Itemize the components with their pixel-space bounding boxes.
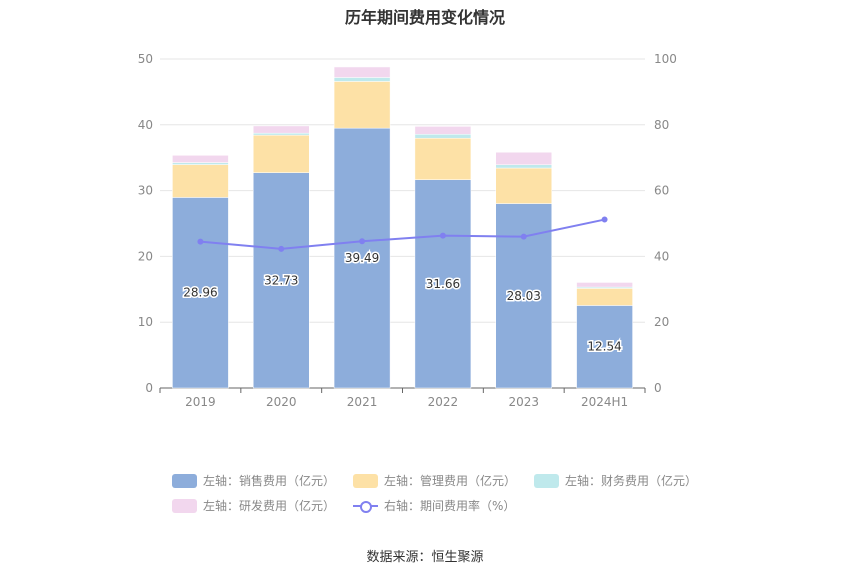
x-tick-label: 2023	[508, 395, 539, 409]
y-left-tick-label: 30	[138, 184, 153, 198]
line-point	[278, 245, 285, 252]
legend-label-expense-ratio: 右轴：期间费用率（%）	[384, 499, 516, 513]
legend-swatch-admin	[353, 473, 379, 488]
bar-segment	[495, 167, 552, 204]
y-right-tick-label: 20	[654, 315, 669, 329]
bar-segment	[495, 164, 552, 169]
x-tick-label: 2021	[347, 395, 378, 409]
legend-swatch-sales	[172, 473, 197, 488]
legend: 左轴：销售费用（亿元） 左轴：管理费用（亿元） 左轴：财务费用（亿元） 左轴：研…	[172, 472, 697, 522]
x-tick-label: 2022	[428, 395, 459, 409]
bar-segment	[172, 164, 229, 198]
line-series	[200, 218, 605, 250]
line-point	[520, 233, 527, 240]
bar-segment	[576, 282, 633, 288]
y-right-tick-label: 100	[654, 52, 677, 66]
bar-segment	[253, 132, 310, 136]
bar-segment	[414, 134, 472, 139]
y-right-tick-label: 60	[654, 184, 669, 198]
legend-item-expense-ratio[interactable]: 右轴：期间费用率（%）	[353, 497, 515, 514]
bar-value-label: 28.96	[183, 286, 217, 300]
line-point	[601, 216, 608, 223]
bar-segment	[333, 81, 391, 129]
y-left-tick-label: 20	[138, 249, 153, 263]
bar-segment	[333, 66, 391, 78]
y-right-tick-label: 40	[654, 249, 669, 263]
bar-segment	[414, 126, 472, 135]
y-right-tick-label: 0	[654, 381, 662, 395]
chart-plot: 0 10 20 30 40 50 0 20 40 60 80 100 2019 28.96 2020 32.7…	[138, 52, 677, 409]
y-left-tick-label: 50	[138, 52, 153, 66]
legend-label-admin: 左轴：管理费用（亿元）	[384, 474, 517, 488]
x-tick-label: 2019	[185, 395, 216, 409]
bar-segment	[414, 179, 472, 389]
bar-value-label: 39.49	[345, 251, 379, 265]
legend-item-admin[interactable]: 左轴：管理费用（亿元）	[353, 472, 516, 489]
chart-title: 历年期间费用变化情况	[344, 8, 505, 27]
bar-segment	[172, 155, 229, 163]
legend-item-sales[interactable]: 左轴：销售费用（亿元）	[172, 472, 335, 489]
line-point	[359, 238, 366, 245]
bar-segment	[576, 305, 633, 389]
bar-segment	[253, 125, 310, 134]
bar-segment	[414, 137, 472, 180]
x-tick-label: 2024H1	[581, 395, 628, 409]
y-left-tick-label: 40	[138, 118, 153, 132]
legend-swatch-rnd	[172, 498, 197, 513]
legend-label-finance: 左轴：财务费用（亿元）	[565, 474, 698, 488]
bar-segment	[333, 77, 391, 82]
legend-swatch-finance	[534, 473, 560, 488]
legend-row-2: 左轴：研发费用（亿元） 右轴：期间费用率（%）	[172, 497, 692, 514]
bar-value-label: 28.03	[507, 289, 541, 303]
legend-swatch-expense-ratio	[353, 499, 379, 513]
y-right-tick-label: 80	[654, 118, 669, 132]
bar-segment	[495, 151, 552, 165]
bar-value-label: 31.66	[426, 277, 460, 291]
bar-value-label: 12.54	[587, 340, 621, 354]
legend-row-1: 左轴：销售费用（亿元） 左轴：管理费用（亿元） 左轴：财务费用（亿元）	[172, 472, 697, 489]
legend-item-finance[interactable]: 左轴：财务费用（亿元）	[534, 472, 697, 489]
x-tick-label: 2020	[266, 395, 297, 409]
y-left-tick-label: 0	[145, 381, 153, 395]
bar-segment	[576, 288, 633, 306]
bar-segment	[333, 127, 391, 389]
bar-segment	[253, 172, 310, 389]
data-source: 数据来源：恒生聚源	[366, 550, 484, 565]
bar-segment	[172, 162, 229, 165]
bar-value-label: 32.73	[264, 273, 298, 287]
bar-segment	[253, 134, 310, 173]
legend-label-rnd: 左轴：研发费用（亿元）	[203, 499, 336, 513]
legend-item-rnd[interactable]: 左轴：研发费用（亿元）	[172, 497, 335, 514]
legend-label-sales: 左轴：销售费用（亿元）	[203, 474, 336, 488]
line-point	[197, 238, 204, 245]
line-point	[439, 232, 446, 239]
y-left-tick-label: 10	[138, 315, 153, 329]
